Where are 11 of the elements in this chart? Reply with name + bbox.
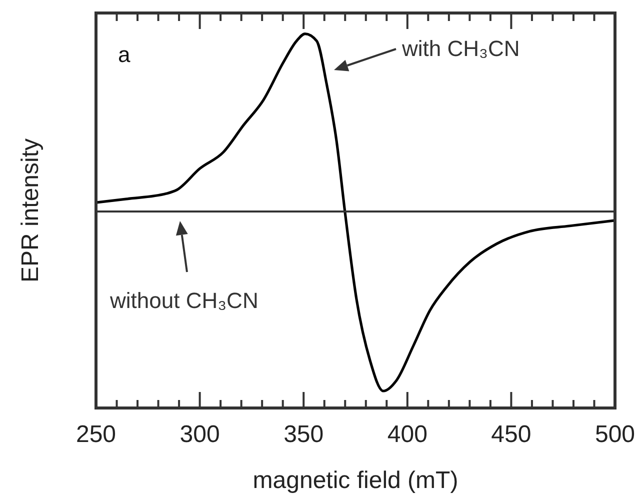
x-axis-title: magnetic field (mT) <box>252 467 458 494</box>
y-axis-title: EPR intensity <box>17 138 44 283</box>
annotation: with CH₃CN <box>401 36 520 61</box>
x-tick-label: 350 <box>284 421 324 448</box>
annotation: without CH₃CN <box>109 288 258 313</box>
x-tick-label: 250 <box>76 421 116 448</box>
x-tick-label: 400 <box>387 421 428 448</box>
annotation: a <box>118 42 131 67</box>
x-tick-label: 500 <box>594 421 636 448</box>
x-tick-label: 450 <box>491 421 532 448</box>
x-tick-label: 300 <box>180 421 220 448</box>
